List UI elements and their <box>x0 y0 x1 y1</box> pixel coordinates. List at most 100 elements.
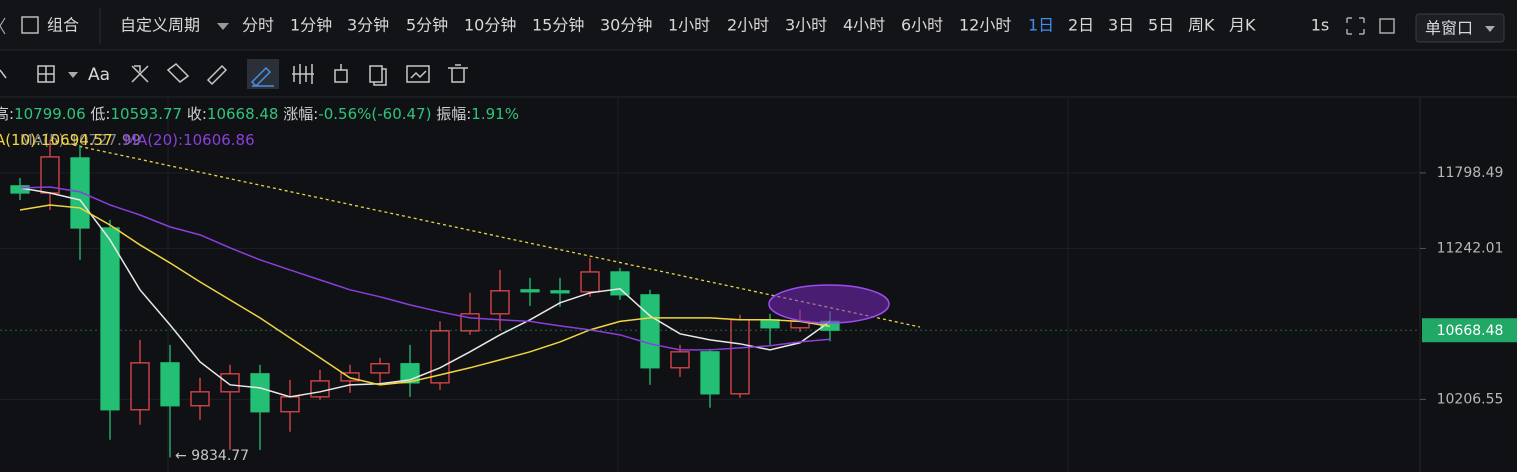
period-button[interactable]: 30分钟 <box>600 16 652 35</box>
tool-icon[interactable] <box>0 69 7 79</box>
period-button[interactable]: 15分钟 <box>532 16 584 35</box>
candle-body <box>490 290 510 315</box>
window-select[interactable] <box>1415 13 1505 43</box>
ohlc-text: 高:10799.06 低:10593.77 收:10668.48 涨幅:-0.5… <box>0 105 519 123</box>
legend-separator: : <box>36 131 41 149</box>
candle-body <box>280 396 300 413</box>
low-annotation: ← 9834.77 <box>175 448 249 464</box>
low-value: 9834.77 <box>191 448 249 464</box>
candle-body <box>610 271 630 296</box>
tool-icon[interactable] <box>448 64 468 83</box>
period-button[interactable]: 2小时 <box>727 16 769 35</box>
legend-entry: MA(5):10727.99 <box>20 131 141 149</box>
tool-icon[interactable] <box>369 65 387 86</box>
period-button[interactable]: 4小时 <box>843 16 885 35</box>
stat-label: 高: <box>0 105 14 123</box>
candle-body <box>640 294 660 369</box>
stat-value: 1.91% <box>471 105 519 123</box>
candle-body <box>70 157 90 229</box>
period-button[interactable]: 5分钟 <box>406 16 448 35</box>
candle-body <box>520 289 540 293</box>
period-button[interactable]: 3小时 <box>785 16 827 35</box>
combo-button[interactable]: 组合 <box>47 16 79 35</box>
stat-label: 振幅: <box>436 105 471 123</box>
font-tool[interactable]: Aa <box>88 65 110 85</box>
fullscreen-icon[interactable] <box>1346 17 1365 35</box>
period-button[interactable]: 6小时 <box>901 16 943 35</box>
dropdown-arrow <box>217 23 229 30</box>
stat-value: 10593.77 <box>110 105 182 123</box>
candle-body <box>580 271 600 293</box>
ohlc-header: 高:10799.06 低:10593.77 收:10668.48 涨幅:-0.5… <box>0 105 519 123</box>
candle-body <box>100 227 120 411</box>
candle-body <box>160 362 180 407</box>
tool-icon[interactable] <box>292 64 314 84</box>
stat-label: 低: <box>90 105 110 123</box>
candle-body <box>220 373 240 393</box>
custom-period[interactable]: 自定义周期 <box>120 16 200 35</box>
interval[interactable]: 1s <box>1311 16 1330 35</box>
period-button[interactable]: 分时 <box>242 16 274 35</box>
last-price-box <box>1422 318 1517 343</box>
period-button[interactable]: 5日 <box>1148 16 1174 35</box>
legend-value: 10694.57 <box>41 131 113 149</box>
tool-icon[interactable] <box>250 66 274 88</box>
price-axis: 10206.55 11242.01 11798.49 10668.48 <box>1420 165 1517 407</box>
candle-body <box>760 319 780 329</box>
cut-icon <box>0 17 6 35</box>
candle-body <box>550 290 570 294</box>
legend-value: 10606.86 <box>183 131 255 149</box>
stat-value: 10799.06 <box>14 105 86 123</box>
tool-icon[interactable] <box>206 64 228 86</box>
legend-name: MA(10) <box>0 131 36 149</box>
tool-icon[interactable] <box>131 65 149 83</box>
period-button[interactable]: 3分钟 <box>347 16 389 35</box>
grid <box>0 98 1420 472</box>
plot-area <box>10 139 840 458</box>
period-button[interactable]: 3日 <box>1108 16 1134 35</box>
candle-body <box>730 319 750 395</box>
candle-body <box>130 362 150 411</box>
ma-line <box>19 186 831 351</box>
period-button[interactable]: 1小时 <box>668 16 710 35</box>
y-tick-label: 11798.49 <box>1437 165 1504 181</box>
stat-value: 10668.48 <box>207 105 279 123</box>
legend-entry: MA(20):10606.86 <box>124 131 255 149</box>
y-tick-label: 11242.01 <box>1437 240 1504 256</box>
ma-line <box>19 187 831 398</box>
period-button[interactable]: 月K <box>1229 16 1256 35</box>
period-button[interactable]: 12小时 <box>959 16 1011 35</box>
candle-body <box>700 351 720 395</box>
tool-icon[interactable] <box>37 65 55 83</box>
y-tick-label: 10206.55 <box>1437 391 1504 407</box>
active-tool-bg <box>247 59 279 89</box>
tool-icon[interactable] <box>406 65 430 83</box>
legend-value: 10727.99 <box>69 131 141 149</box>
tool-icon[interactable] <box>334 64 348 83</box>
candle-body <box>250 373 270 413</box>
period-button[interactable]: 周K <box>1188 16 1215 35</box>
last-price-label: 10668.48 <box>1437 323 1504 339</box>
legend-name: MA(20) <box>124 131 178 149</box>
candle-body <box>340 372 360 382</box>
candle-body <box>190 391 210 407</box>
dropdown-arrow <box>68 72 78 78</box>
dropdown-arrow <box>1485 26 1495 32</box>
period-button[interactable]: 1分钟 <box>290 16 332 35</box>
legend-separator: : <box>178 131 183 149</box>
period-button[interactable]: 10分钟 <box>464 16 516 35</box>
ma-legend: MA(5):10727.99MA(20):10606.86MA(10):1069… <box>0 131 255 149</box>
period-button[interactable]: 1日 <box>1028 16 1054 35</box>
stat-value: -0.56%(-60.47) <box>318 105 431 123</box>
period-button[interactable]: 2日 <box>1068 16 1094 35</box>
tool-icon[interactable] <box>166 63 190 83</box>
highlight-ellipse <box>768 284 890 324</box>
candle-body <box>670 351 690 369</box>
window-mode[interactable]: 单窗口 <box>1425 19 1473 38</box>
legend-entry: MA(10):10694.57 <box>0 131 113 149</box>
popout-icon[interactable] <box>1379 18 1395 34</box>
candle-body <box>370 363 390 374</box>
combo-icon[interactable] <box>21 16 39 34</box>
